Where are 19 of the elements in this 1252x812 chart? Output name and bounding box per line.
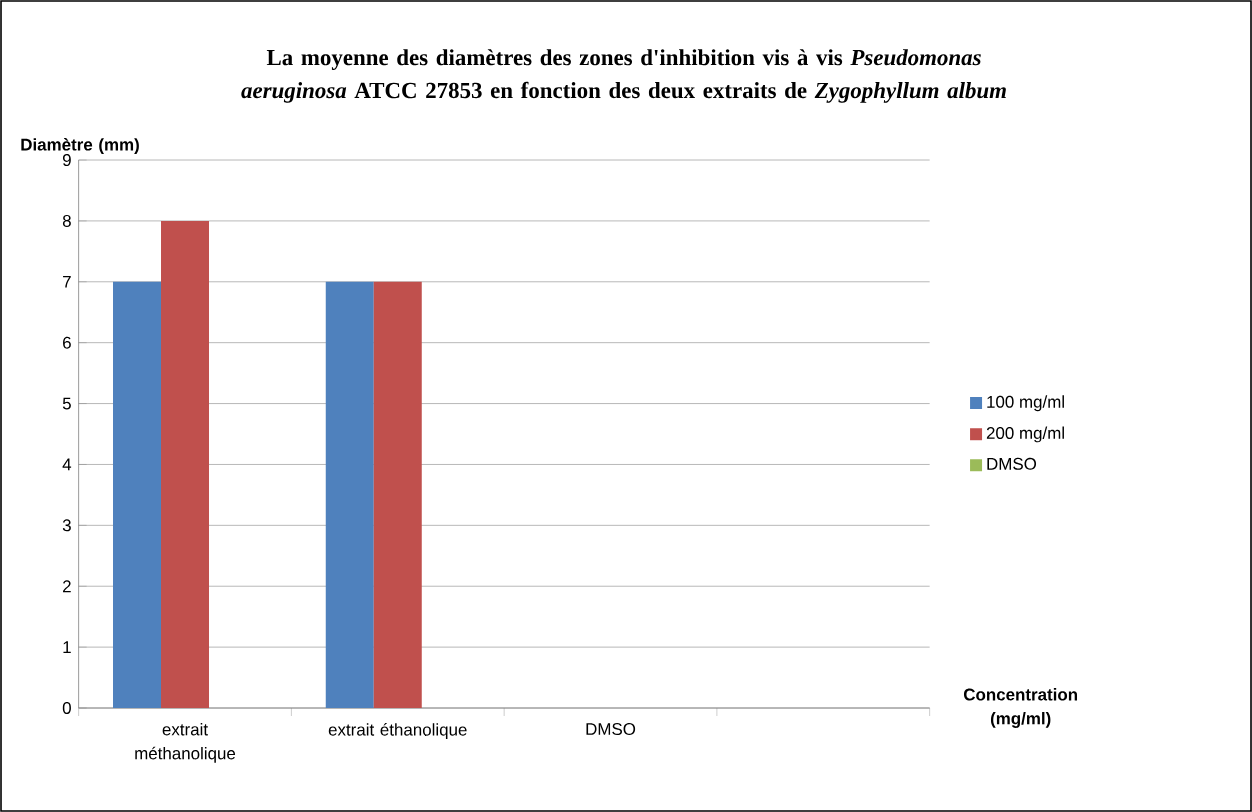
y-tick-label: 7 bbox=[63, 275, 71, 288]
legend-label: DMSO bbox=[987, 457, 1037, 470]
y-tick-label: 2 bbox=[63, 580, 71, 593]
y-tick-label: 9 bbox=[62, 154, 71, 166]
y-tick-label: 4 bbox=[62, 458, 72, 471]
legend-label: 200 mg/ml bbox=[986, 426, 1064, 443]
y-tick-label: 5 bbox=[62, 397, 71, 410]
y-axis-title: Diamètre (mm) bbox=[21, 138, 139, 154]
y-tick-label: 6 bbox=[63, 336, 71, 349]
x-tick-label: extrait méthanolique bbox=[135, 723, 236, 763]
y-tick-label: 3 bbox=[62, 519, 71, 532]
x-axis-title: Concentration (mg/ml) bbox=[963, 688, 1078, 728]
x-tick-label: extrait éthanolique bbox=[328, 723, 467, 740]
legend-label: 100 mg/ml bbox=[987, 395, 1064, 412]
chart-title: La moyenne des diamètres des zones d'inhibition vis à vis Pseudomonas aeruginosa ATCC 27853 en fonction des deux extraits de Zygophyllum album bbox=[241, 49, 1006, 103]
y-tick-label: 1 bbox=[63, 641, 71, 653]
x-tick-label: DMSO bbox=[586, 723, 636, 736]
y-tick-label: 0 bbox=[62, 702, 71, 714]
y-tick-label: 8 bbox=[62, 214, 71, 227]
